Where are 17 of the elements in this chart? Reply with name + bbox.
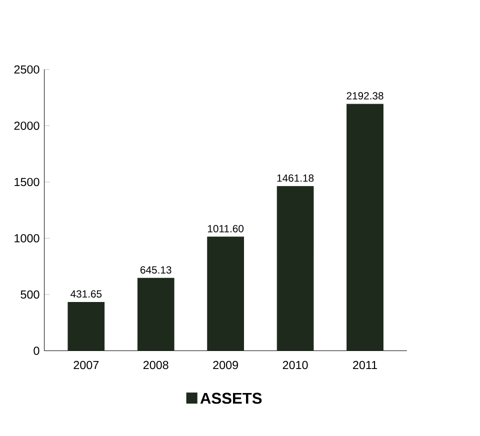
x-tick-label: 2010 (282, 361, 308, 370)
data-label: 2192.38 (346, 92, 384, 100)
y-tick-label: 2500 (14, 65, 40, 74)
x-tick-label: 2011 (353, 361, 377, 370)
data-label: 1461.18 (277, 174, 314, 182)
y-tick-label: 500 (20, 290, 40, 299)
data-label: 431.65 (70, 290, 102, 298)
y-tick-label: 2000 (14, 122, 40, 130)
x-tick-label: 2009 (213, 361, 238, 370)
y-tick-label: 0 (34, 346, 40, 356)
data-label: 1011.60 (208, 225, 244, 233)
x-tick-label: 2007 (74, 361, 99, 370)
y-tick-label: 1500 (14, 178, 40, 186)
data-label: 645.13 (140, 266, 172, 274)
x-tick-label: 2008 (143, 361, 168, 370)
legend-label: ASSETS (200, 392, 262, 404)
y-tick-label: 1000 (14, 234, 40, 243)
